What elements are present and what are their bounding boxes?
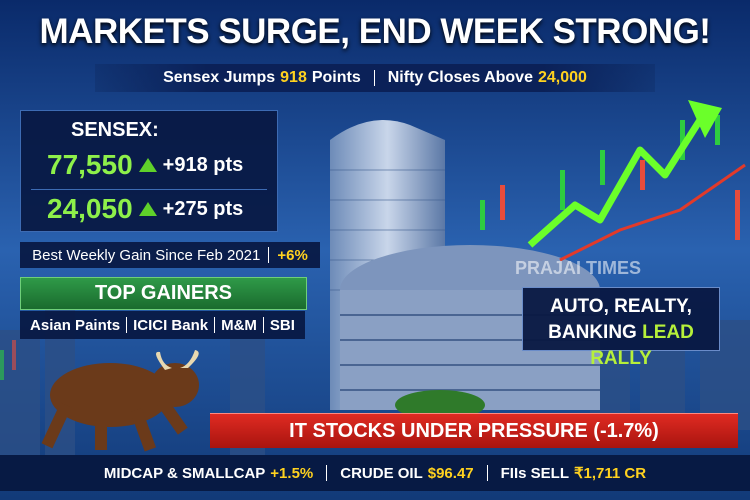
index-row: 24,050 +275 pts [47, 193, 243, 225]
ticker-bar: MIDCAP & SMALLCAP +1.5% CRUDE OIL $96.47 FII… [0, 455, 750, 491]
gainer-stock: M&M [221, 316, 257, 334]
subtitle-text: Sensex Jumps [163, 69, 276, 86]
divider [31, 189, 267, 190]
subtitle-number: 918 [280, 69, 307, 86]
gainers-title: TOP GAINERS [20, 277, 307, 310]
index-label: SENSEX: [71, 119, 159, 141]
gainer-stock: ICICI Bank [133, 316, 209, 334]
gainers-list: Asian Paints ICICI Bank M&M SBI [20, 311, 305, 339]
divider [126, 317, 128, 333]
subtitle-number: 24,000 [537, 69, 587, 86]
subtitle-text: Nifty Closes Above [387, 69, 533, 86]
subheadline: Sensex Jumps 918 Points Nifty Closes Abo… [95, 64, 655, 92]
index-box: SENSEX: 77,550 +918 pts 24,050 +275 pts [20, 110, 278, 232]
divider [486, 465, 488, 481]
weekly-text: Best Weekly Gain Since Feb 2021 [32, 246, 261, 264]
gainer-stock: Asian Paints [30, 316, 121, 334]
ticker-label: MIDCAP & SMALLCAP [103, 464, 266, 482]
ticker-value: +1.5% [270, 464, 314, 482]
ticker-value: ₹1,711 CR [573, 465, 647, 482]
weekly-value: +6% [277, 246, 308, 264]
index-change: +918 pts [162, 153, 244, 176]
sector-highlight: LEAD RALLY [590, 322, 694, 369]
ticker-value: $96.47 [427, 464, 474, 482]
gainer-stock: SBI [269, 316, 295, 334]
up-arrow [138, 202, 157, 216]
divider [268, 247, 270, 263]
headline: MARKETS SURGE, END WEEK STRONG! [39, 12, 711, 51]
divider [326, 465, 328, 481]
weekly-gain: Best Weekly Gain Since Feb 2021 +6% [20, 242, 320, 268]
watermark: PRAJAI TIMES [515, 258, 642, 278]
sector-line: BANKING LEAD RALLY [523, 320, 719, 372]
sector-text: BANKING [548, 322, 637, 343]
up-arrow [138, 158, 157, 172]
sector-line: AUTO, REALTY, [550, 296, 692, 317]
index-level: 24,050 [47, 193, 133, 224]
index-row: 77,550 +918 pts [47, 149, 243, 181]
divider [373, 70, 375, 86]
ticker-label: CRUDE OIL [340, 464, 423, 482]
index-level: 77,550 [47, 149, 133, 180]
index-change: +275 pts [162, 197, 244, 220]
divider [262, 317, 264, 333]
sector-box: AUTO, REALTY, BANKING LEAD RALLY [522, 287, 720, 369]
ticker-label: FIIs SELL [500, 464, 569, 482]
divider [214, 317, 216, 333]
alert-banner: IT STOCKS UNDER PRESSURE (-1.7%) [210, 413, 738, 448]
subtitle-text: Points [311, 69, 361, 86]
